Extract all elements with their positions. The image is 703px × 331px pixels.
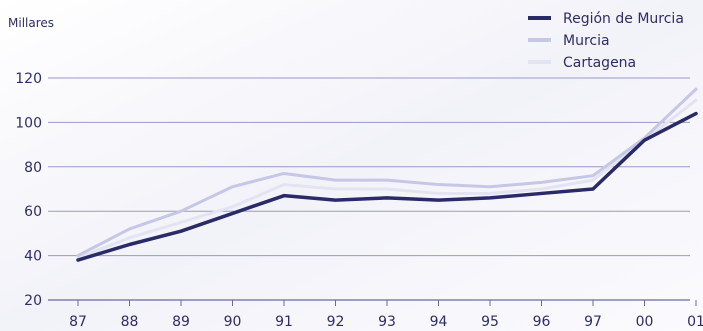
y-tick-label: 80 [24, 160, 42, 176]
y-tick-label: 40 [24, 249, 42, 265]
legend-label-region: Región de Murcia [563, 11, 684, 27]
series-line-cartagena [76, 98, 698, 260]
x-tick-label: 97 [584, 314, 602, 330]
x-tick-label: 93 [378, 314, 396, 330]
x-tick-label: 90 [224, 314, 242, 330]
x-tick-label: 01 [687, 314, 703, 330]
x-tick-label: 87 [69, 314, 87, 330]
legend-label-murcia: Murcia [563, 33, 610, 49]
y-tick-label: 20 [24, 293, 42, 309]
x-tick-label: 89 [172, 314, 190, 330]
series-lines [76, 87, 698, 262]
series-line-murcia [76, 87, 698, 258]
y-axis-unit-label: Millares [8, 16, 54, 30]
legend-label-cartagena: Cartagena [563, 55, 636, 71]
x-tick-label: 96 [533, 314, 551, 330]
x-tick-label: 00 [636, 314, 654, 330]
x-tick-label: 95 [481, 314, 499, 330]
gridlines [48, 77, 690, 301]
y-tick-label: 100 [15, 115, 42, 131]
x-tick-label: 94 [430, 314, 448, 330]
y-tick-label: 120 [15, 71, 42, 87]
legend: Región de Murcia Murcia Cartagena [528, 11, 684, 71]
series-line-regi-n-de-murcia [76, 111, 698, 262]
axes: 20 40 60 80 100 120 87 88 89 90 91 92 93 94 95 96 97 00 01 [15, 71, 703, 330]
x-tick-label: 92 [327, 314, 345, 330]
y-tick-label: 60 [24, 204, 42, 220]
x-tick-label: 91 [275, 314, 293, 330]
x-tick-label: 88 [121, 314, 139, 330]
